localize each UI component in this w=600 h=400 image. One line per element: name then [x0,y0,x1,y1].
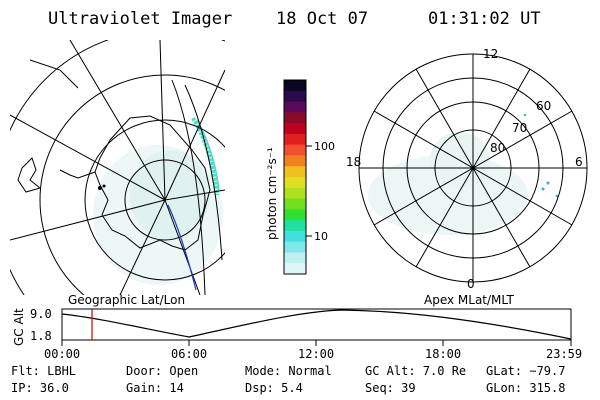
magnetic-map: 12 18 6 0 60 70 80 [346,47,588,291]
mlt-label-12: 12 [483,47,498,61]
date: 18 Oct 07 [276,9,369,29]
title: Ultraviolet Imager [48,9,233,29]
info-glat: GLat: −79.7 [486,364,566,378]
colorbar-stripe [284,90,306,103]
colorbar-stripe [284,123,306,135]
altitude-xtick-1: 06:00 [171,347,208,361]
altitude-ytick-low: 1.8 [30,329,52,343]
mlt-label-6: 6 [575,155,583,169]
time: 01:31:02 UT [428,9,541,29]
mlat-label-80: 80 [490,141,505,155]
colorbar-stripe [284,166,306,178]
colorbar-stripe [284,209,306,221]
colorbar-unit-label: photon cm⁻²s⁻¹ [265,147,279,240]
mlt-label-18: 18 [346,155,361,169]
colorbar-stripe [284,112,306,124]
magnetic-map-label: Apex MLat/MLT [424,293,514,307]
geographic-map-label: Geographic Lat/Lon [68,293,186,307]
info-ip: IP: 36.0 [11,381,69,395]
info-mode: Mode: Normal [245,364,332,378]
colorbar-stripe [284,252,306,264]
colorbar-stripe [284,80,306,92]
colorbar-frame [283,79,307,275]
colorbar-stripe [284,155,306,167]
colorbar [284,80,306,275]
altitude-curve [61,309,572,340]
colorbar-stripe [284,263,306,275]
mlat-label-70: 70 [512,121,527,135]
info-glon: GLon: 315.8 [486,381,566,395]
colorbar-stripe [284,241,306,253]
colorbar-stripe [284,230,306,243]
info-flt: Flt: LBHL [11,364,77,378]
colorbar-stripe [284,220,306,232]
colorbar-tick-label-100: 100 [314,140,335,153]
info-seq: Seq: 39 [365,381,416,395]
altitude-xtick-0: 00:00 [44,347,81,361]
altitude-plot: GC Alt [12,308,572,346]
info-gc-alt: GC Alt: 7.0 Re [365,364,467,378]
altitude-ylabel: GC Alt [12,308,26,346]
altitude-xtick-4: 23:59 [546,347,583,361]
altitude-ytick-high: 9.0 [30,307,52,321]
colorbar-stripe [284,133,306,146]
colorbar-tick-label-10: 10 [314,230,328,243]
geographic-map [10,40,225,295]
colorbar-stripe [284,198,306,210]
altitude-xtick-2: 12:00 [298,347,335,361]
colorbar-stripe [284,144,306,156]
mlt-label-0: 0 [467,277,475,291]
altitude-xtick-3: 18:00 [425,347,462,361]
colorbar-stripe [284,177,306,189]
info-door: Door: Open [126,364,199,378]
colorbar-stripe [284,187,306,200]
info-dsp: Dsp: 5.4 [245,381,303,395]
mlat-label-60: 60 [536,99,551,113]
info-gain: Gain: 14 [126,381,184,395]
colorbar-stripe [284,101,306,113]
